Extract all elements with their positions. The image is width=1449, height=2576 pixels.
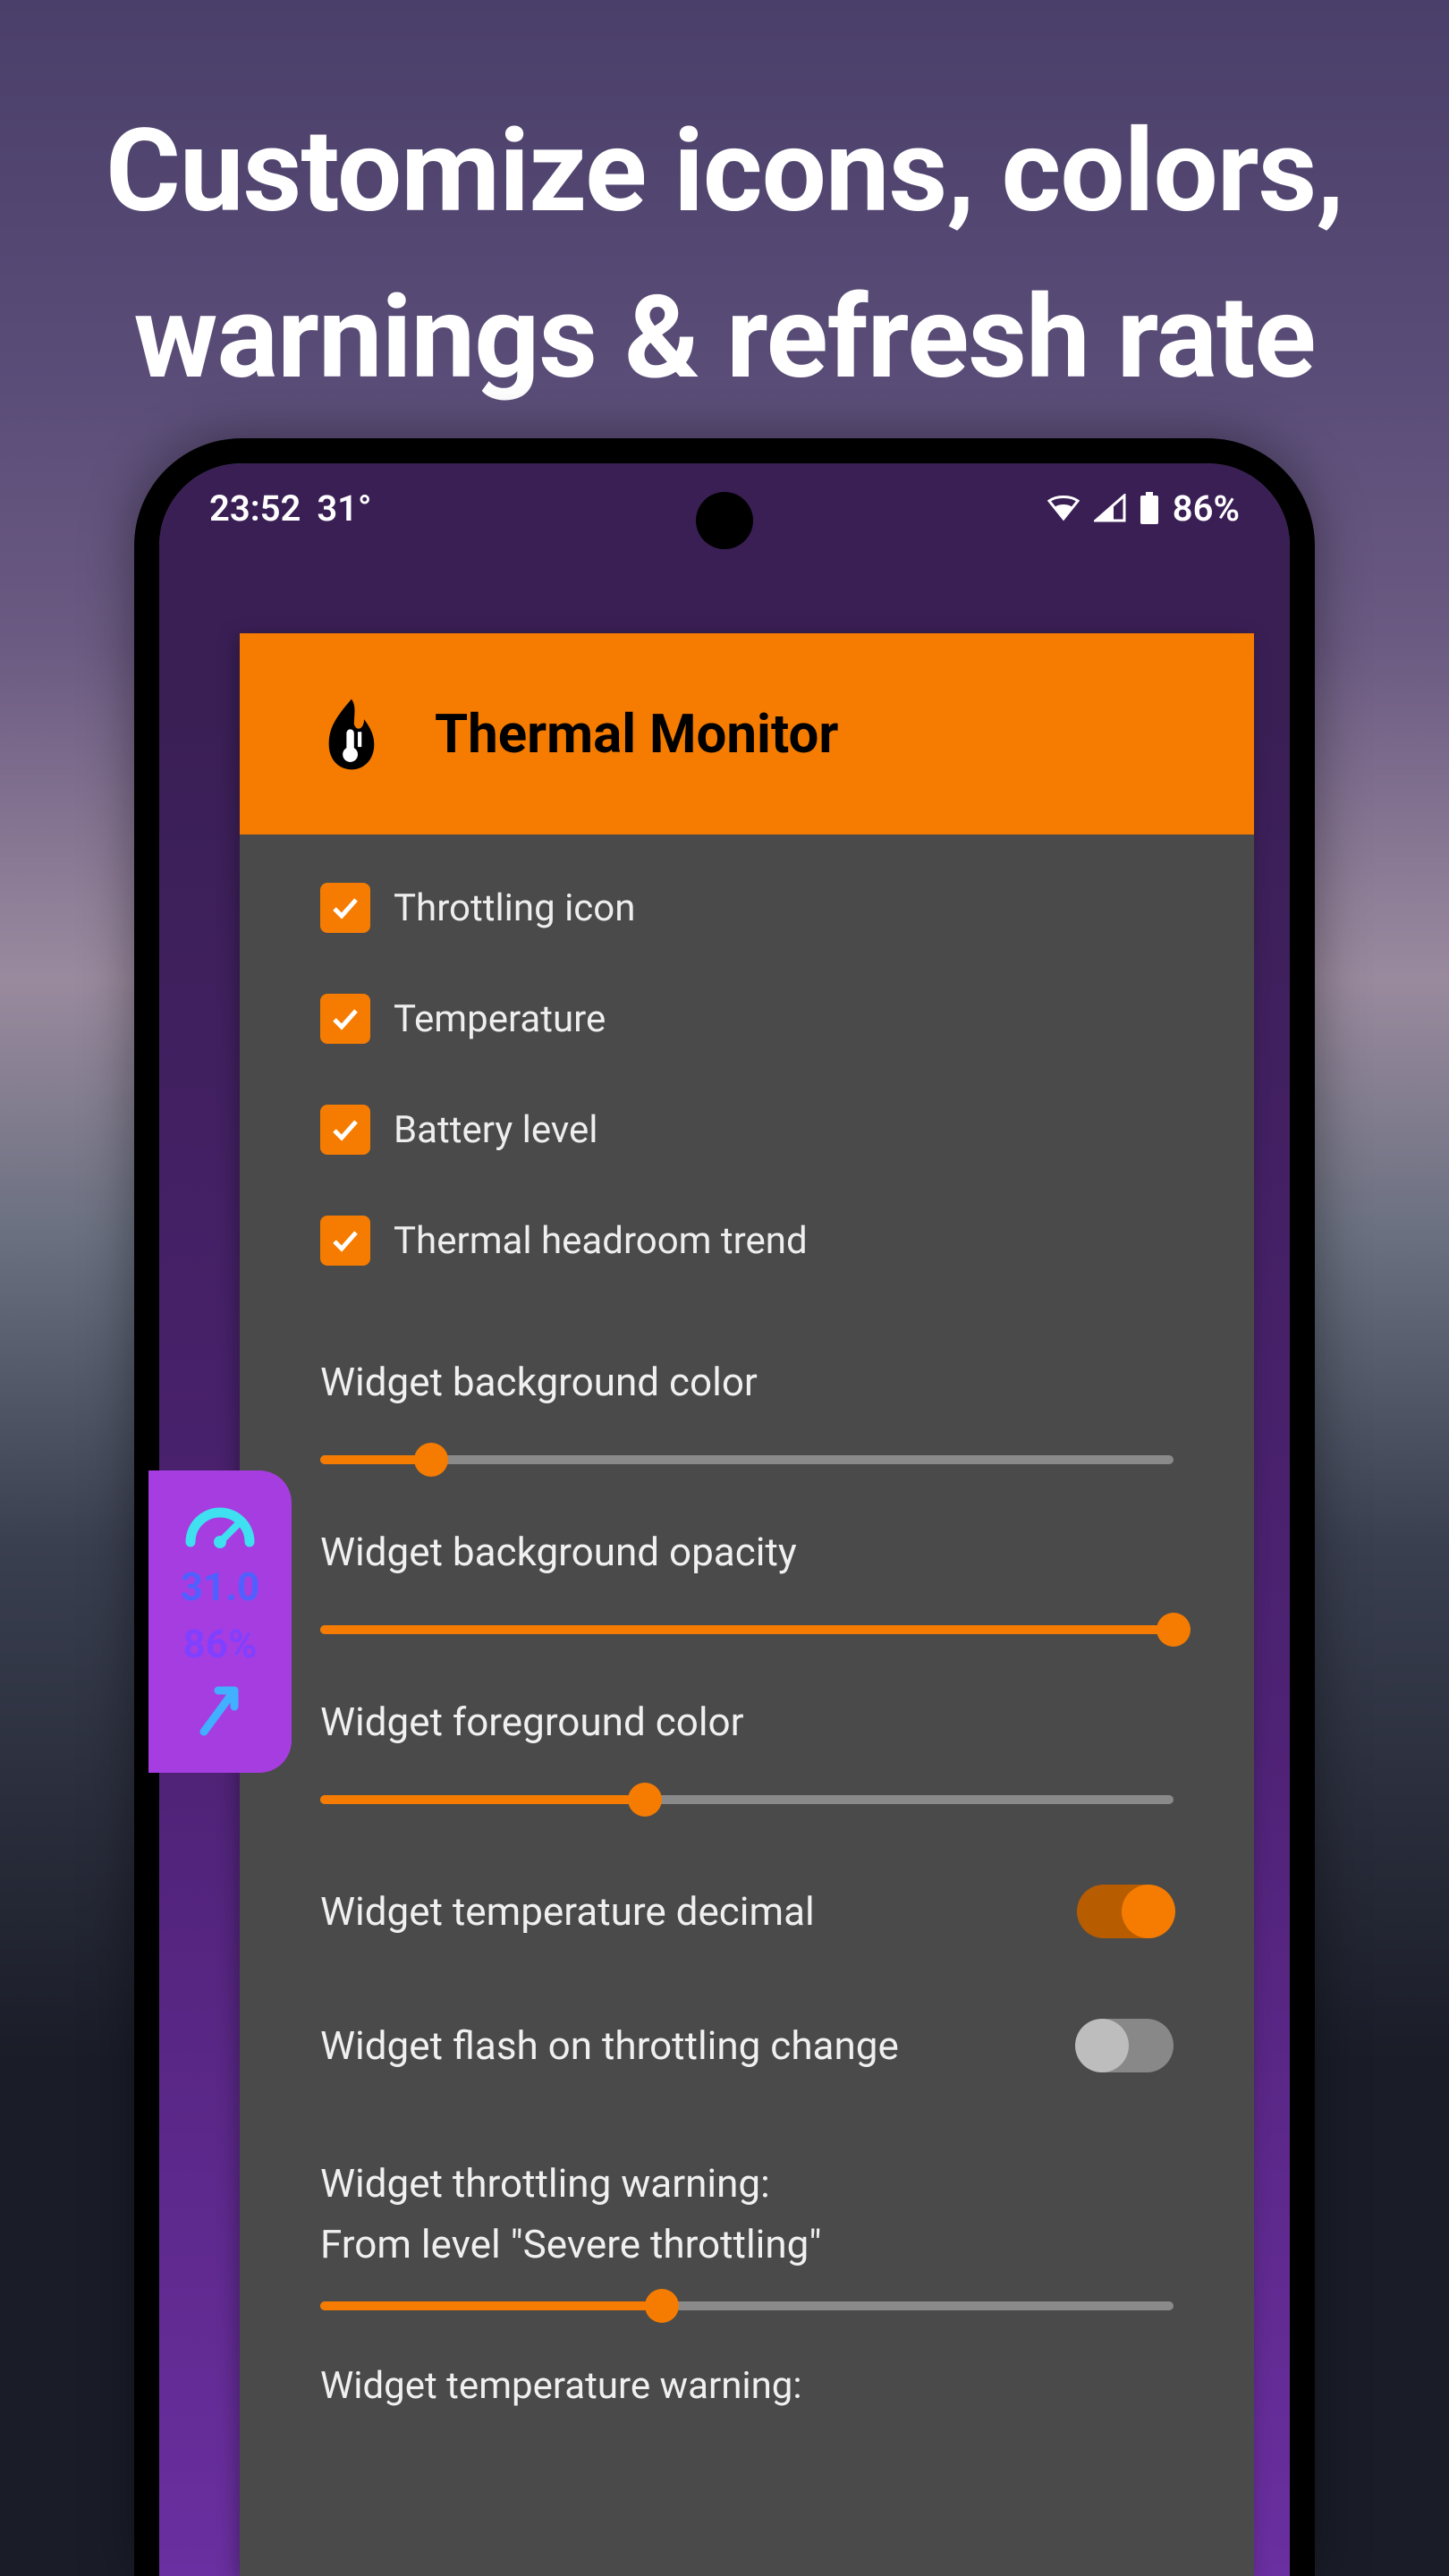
checkbox-label: Battery level bbox=[394, 1108, 597, 1152]
widget-temp-value: 31.0 bbox=[181, 1563, 260, 1610]
cutoff-temperature-warning-label: Widget temperature warning: bbox=[320, 2364, 1174, 2408]
checkbox-icon[interactable] bbox=[320, 1105, 370, 1155]
warning-line-1: Widget throttling warning: bbox=[320, 2153, 1174, 2214]
checkbox-row-throttling-icon[interactable]: Throttling icon bbox=[320, 852, 1174, 963]
checkbox-label: Temperature bbox=[394, 997, 606, 1041]
checkbox-label: Thermal headroom trend bbox=[394, 1219, 808, 1263]
switch-temp-decimal[interactable] bbox=[1077, 1885, 1174, 1938]
app-header: Thermal Monitor bbox=[240, 633, 1254, 835]
slider-fg-color[interactable] bbox=[320, 1795, 1174, 1804]
headline-line-1: Customize icons, colors, bbox=[106, 89, 1343, 256]
slider-label-bg-color: Widget background color bbox=[320, 1359, 1174, 1405]
status-temp: 31° bbox=[317, 487, 371, 530]
toggle-label: Widget temperature decimal bbox=[320, 1888, 815, 1935]
gauge-icon bbox=[180, 1496, 260, 1553]
camera-punch-hole bbox=[696, 492, 753, 549]
checkbox-row-battery-level[interactable]: Battery level bbox=[320, 1074, 1174, 1185]
checkbox-label: Throttling icon bbox=[394, 886, 635, 930]
checkbox-icon[interactable] bbox=[320, 883, 370, 933]
battery-icon bbox=[1139, 492, 1160, 524]
warning-label: Widget throttling warning: From level "S… bbox=[320, 2153, 1174, 2275]
toggle-row-temp-decimal[interactable]: Widget temperature decimal bbox=[320, 1885, 1174, 1938]
slider-label-fg-color: Widget foreground color bbox=[320, 1699, 1174, 1745]
slider-bg-color[interactable] bbox=[320, 1455, 1174, 1464]
slider-label-bg-opacity: Widget background opacity bbox=[320, 1529, 1174, 1575]
headline-line-2: warnings & refresh rate bbox=[106, 256, 1343, 422]
status-time: 23:52 bbox=[209, 487, 301, 530]
slider-bg-opacity[interactable] bbox=[320, 1625, 1174, 1634]
promo-headline: Customize icons, colors, warnings & refr… bbox=[106, 89, 1343, 421]
toggle-row-flash[interactable]: Widget flash on throttling change bbox=[320, 2019, 1174, 2072]
trend-up-icon bbox=[193, 1678, 247, 1741]
app-title: Thermal Monitor bbox=[435, 702, 838, 766]
checkbox-row-headroom-trend[interactable]: Thermal headroom trend bbox=[320, 1185, 1174, 1296]
switch-flash[interactable] bbox=[1077, 2019, 1174, 2072]
thermal-widget-badge: 31.0 86% bbox=[148, 1470, 292, 1773]
status-battery-pct: 86% bbox=[1173, 487, 1240, 530]
warning-line-2: From level "Severe throttling" bbox=[320, 2214, 1174, 2275]
wifi-icon bbox=[1046, 494, 1081, 522]
checkbox-icon[interactable] bbox=[320, 994, 370, 1044]
checkbox-icon[interactable] bbox=[320, 1216, 370, 1266]
toggle-label: Widget flash on throttling change bbox=[320, 2022, 899, 2069]
signal-icon bbox=[1094, 494, 1126, 522]
phone-frame: 23:52 31° 86% bbox=[134, 438, 1315, 2576]
settings-panel: Thermal Monitor Throttling icon Temperat… bbox=[240, 633, 1254, 2576]
flame-thermometer-icon bbox=[311, 694, 392, 775]
slider-throttling-warning[interactable] bbox=[320, 2301, 1174, 2310]
widget-battery-value: 86% bbox=[182, 1621, 257, 1667]
checkbox-row-temperature[interactable]: Temperature bbox=[320, 963, 1174, 1074]
